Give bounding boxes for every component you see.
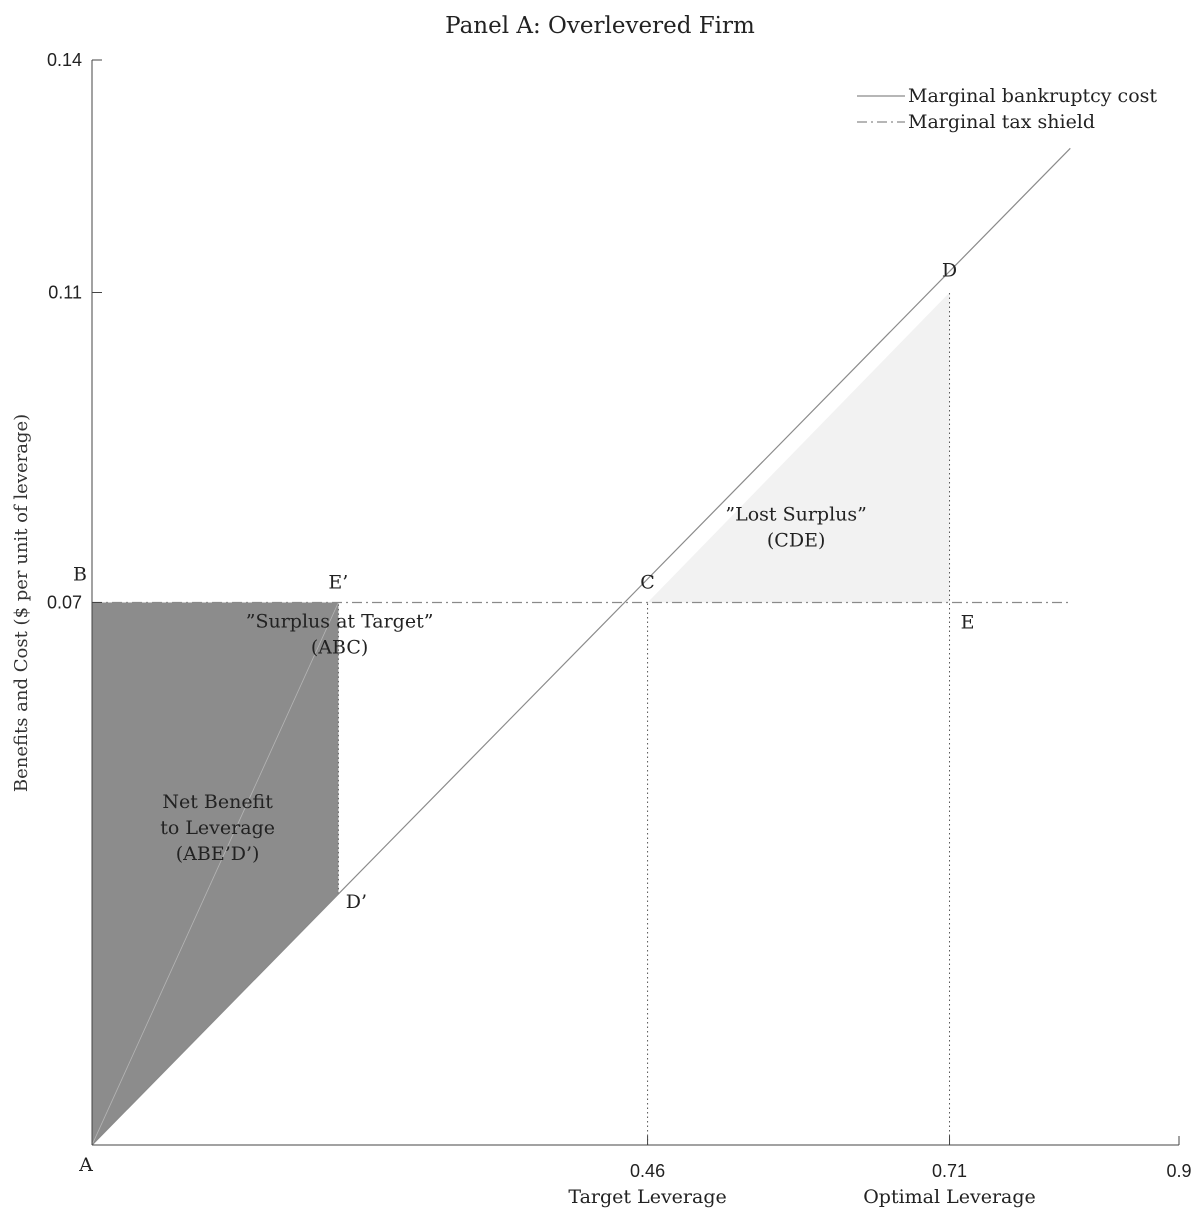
annotation-2-line-0: Net Benefit xyxy=(162,791,273,813)
annotation-0-line-0: ”Surplus at Target” xyxy=(246,610,434,632)
thin-diagonal-line xyxy=(91,602,339,1146)
point-label-5: E’ xyxy=(328,572,348,594)
x-tick-label-0: 0.46 xyxy=(630,1161,665,1181)
x-tick-label-1: 0.71 xyxy=(932,1161,967,1181)
series-line-0 xyxy=(91,147,1071,1146)
y-axis-label: Benefits and Cost ($ per unit of leverag… xyxy=(11,414,32,792)
x-tick-sublabel-1: Optimal Leverage xyxy=(863,1186,1036,1208)
legend-label-0: Marginal bankruptcy cost xyxy=(908,85,1157,107)
annotation-2-line-1: to Leverage xyxy=(160,817,275,839)
x-tick-sublabel-0: Target Leverage xyxy=(568,1186,726,1208)
point-label-3: D xyxy=(942,260,957,282)
annotation-1-line-1: (CDE) xyxy=(767,529,825,551)
annotation-1-line-0: ”Lost Surplus” xyxy=(725,503,866,525)
y-tick-label-2: 0.14 xyxy=(47,50,82,70)
legend-label-1: Marginal tax shield xyxy=(908,111,1095,133)
point-label-0: A xyxy=(78,1154,93,1176)
annotation-0-line-1: (ABC) xyxy=(311,636,368,658)
point-label-4: E xyxy=(961,612,975,634)
y-tick-label-0: 0.07 xyxy=(47,593,82,613)
plot-area: 0.46 Target Leverage 0.71 Optimal Leverage 0… xyxy=(47,50,1192,1208)
y-tick-label-1: 0.11 xyxy=(48,283,82,303)
chart-title: Panel A: Overlevered Firm xyxy=(445,13,755,39)
lost-surplus-region xyxy=(647,292,950,603)
point-label-6: D’ xyxy=(346,891,367,913)
annotation-2-line-2: (ABE’D’) xyxy=(176,843,260,865)
point-label-1: B xyxy=(73,564,87,586)
x-tick-label-2: 0.9 xyxy=(1166,1161,1191,1181)
point-label-2: C xyxy=(640,572,655,594)
